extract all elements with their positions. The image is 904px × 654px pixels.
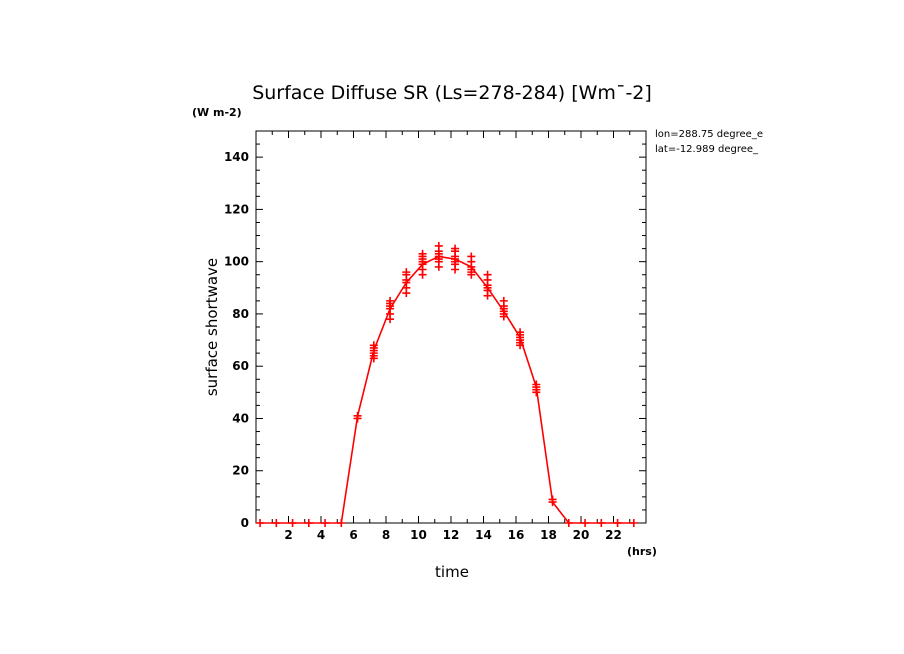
x-tick-label: 2 [284, 528, 292, 542]
data-point [581, 519, 590, 527]
x-unit-label: (hrs) [627, 545, 657, 558]
data-point [402, 268, 411, 277]
info-lon: lon=288.75 degree_e [655, 129, 763, 140]
data-point [256, 519, 265, 527]
y-tick-label: 0 [241, 516, 249, 530]
data-point [483, 270, 492, 279]
data-point [418, 249, 427, 258]
x-tick-label: 4 [317, 528, 325, 542]
data-point [288, 519, 297, 527]
data-point [564, 519, 573, 527]
data-point [451, 244, 460, 253]
data-point [532, 380, 541, 389]
data-point [597, 519, 606, 527]
data-point [516, 328, 525, 337]
plot-frame [255, 130, 647, 524]
data-point [369, 341, 378, 350]
data-point [337, 519, 346, 527]
series-line [260, 255, 634, 524]
y-axis-label: surface shortwave [203, 258, 221, 396]
data-point [548, 495, 557, 504]
info-lat: lat=-12.989 degree_ [655, 144, 759, 155]
y-tick-label: 20 [232, 464, 249, 478]
data-point [386, 296, 395, 305]
data-point [272, 519, 281, 527]
y-tick-label: 100 [224, 255, 249, 269]
data-point [434, 241, 443, 250]
data-point [613, 519, 622, 527]
data-point [304, 519, 313, 527]
data-point [467, 252, 476, 261]
x-tick-label: 10 [410, 528, 427, 542]
x-tick-label: 22 [605, 528, 622, 542]
axis-ticks: 2 4 6 8 10 12 14 16 18 20 22 0 20 40 60 80 100 120 140 [224, 131, 646, 542]
x-tick-label: 14 [475, 528, 492, 542]
x-tick-label: 18 [540, 528, 557, 542]
plot-area [256, 241, 638, 527]
x-tick-label: 20 [573, 528, 590, 542]
y-tick-label: 80 [232, 307, 249, 321]
y-tick-label: 60 [232, 359, 249, 373]
data-point [321, 519, 330, 527]
y-tick-label: 120 [224, 202, 249, 216]
x-tick-label: 8 [382, 528, 390, 542]
x-tick-label: 16 [508, 528, 525, 542]
chart-title: Surface Diffuse SR (Ls=278-284) [Wm¯-2] [252, 82, 652, 104]
y-tick-label: 40 [232, 411, 249, 425]
x-tick-label: 12 [443, 528, 460, 542]
data-point [499, 296, 508, 305]
x-axis-label: time [435, 563, 469, 581]
y-unit-label: (W m-2) [192, 106, 242, 119]
x-tick-label: 6 [349, 528, 357, 542]
data-point [629, 519, 638, 527]
data-point [353, 411, 362, 420]
y-tick-label: 140 [224, 150, 249, 164]
